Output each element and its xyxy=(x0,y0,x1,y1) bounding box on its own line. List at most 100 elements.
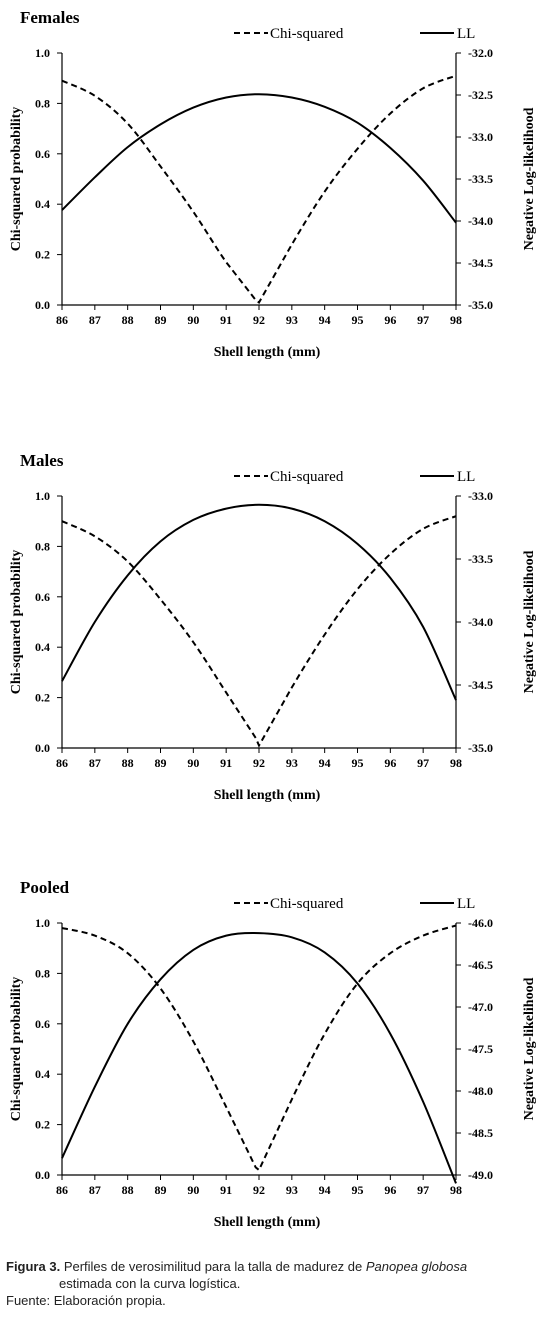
y2-axis-title: Negative Log-likelihood xyxy=(522,977,537,1120)
y-tick-label: 0.2 xyxy=(35,248,50,262)
y2-tick-label: -33.0 xyxy=(468,489,493,503)
x-tick-label: 98 xyxy=(450,313,462,327)
y-tick-label: 0.4 xyxy=(35,197,50,211)
x-tick-label: 95 xyxy=(352,756,364,770)
y-tick-label: 1.0 xyxy=(35,916,50,930)
x-tick-label: 92 xyxy=(253,1183,265,1197)
y2-tick-label: -49.0 xyxy=(468,1168,493,1182)
y-axis-title: Chi-squared probability xyxy=(9,977,24,1122)
y-tick-label: 0.0 xyxy=(35,298,50,312)
y2-tick-label: -34.0 xyxy=(468,214,493,228)
x-tick-label: 87 xyxy=(89,1183,101,1197)
x-tick-label: 92 xyxy=(253,313,265,327)
y2-tick-label: -34.0 xyxy=(468,615,493,629)
x-tick-label: 95 xyxy=(352,1183,364,1197)
y2-axis-title: Negative Log-likelihood xyxy=(522,550,537,693)
legend-label: LL xyxy=(457,469,475,485)
y2-tick-label: -33.5 xyxy=(468,552,493,566)
series-line-ll xyxy=(61,931,457,1184)
y2-tick-label: -32.5 xyxy=(468,88,493,102)
series-line-ll xyxy=(61,503,457,701)
x-tick-label: 86 xyxy=(56,313,68,327)
y2-tick-label: -33.0 xyxy=(468,130,493,144)
caption-text: Perfiles de verosimilitud para la talla … xyxy=(63,1259,363,1274)
y-axis-title: Chi-squared probability xyxy=(9,550,24,695)
x-tick-label: 97 xyxy=(417,1183,429,1197)
y-tick-label: 0.6 xyxy=(35,590,50,604)
figure: Females Chi-squared LL 86 87 88 89 90 91 92 93 94 95… xyxy=(9,8,537,1230)
x-tick-label: 97 xyxy=(417,313,429,327)
legend: Chi-squared LL xyxy=(234,26,475,42)
x-tick-label: 88 xyxy=(122,313,134,327)
y2-tick-label: -33.5 xyxy=(468,172,493,186)
y-tick-label: 0.6 xyxy=(35,1017,50,1031)
series-line-chi-squared xyxy=(61,924,457,1172)
y2-tick-label: -48.0 xyxy=(468,1084,493,1098)
x-tick-label: 91 xyxy=(220,1183,232,1197)
y-tick-label: 1.0 xyxy=(35,489,50,503)
legend-label: Chi-squared xyxy=(270,26,344,42)
figure-caption: Figura 3. Perfiles de verosimilitud para… xyxy=(6,1258,541,1309)
y-tick-label: 0.6 xyxy=(35,147,50,161)
y2-tick-label: -47.0 xyxy=(468,1000,493,1014)
x-tick-label: 95 xyxy=(352,313,364,327)
y2-tick-label: -34.5 xyxy=(468,256,493,270)
y-tick-label: 0.8 xyxy=(35,539,50,553)
chart-panel-males: Males Chi-squared LL 86 87 88 89 90 91 92 93 94 95 96… xyxy=(9,451,537,803)
y2-axis-title: Negative Log-likelihood xyxy=(522,107,537,250)
x-tick-label: 98 xyxy=(450,1183,462,1197)
y-tick-label: 0.2 xyxy=(35,1118,50,1132)
x-tick-label: 93 xyxy=(286,1183,298,1197)
x-tick-label: 86 xyxy=(56,756,68,770)
x-tick-label: 94 xyxy=(319,313,331,327)
x-tick-label: 91 xyxy=(220,313,232,327)
x-axis-title: Shell length (mm) xyxy=(214,1215,321,1230)
chart-title: Pooled xyxy=(20,878,70,897)
chart-title: Males xyxy=(20,451,64,470)
y2-tick-label: -47.5 xyxy=(468,1042,493,1056)
y-axis-title: Chi-squared probability xyxy=(9,107,24,252)
series-line-chi-squared xyxy=(61,74,457,304)
x-tick-label: 96 xyxy=(384,313,396,327)
y2-tick-label: -32.0 xyxy=(468,46,493,60)
x-tick-label: 90 xyxy=(187,313,199,327)
legend-label: LL xyxy=(457,896,475,912)
x-tick-label: 94 xyxy=(319,756,331,770)
x-tick-label: 86 xyxy=(56,1183,68,1197)
legend-label: LL xyxy=(457,26,475,42)
x-tick-label: 88 xyxy=(122,756,134,770)
legend: Chi-squared LL xyxy=(234,469,475,485)
y-tick-label: 0.4 xyxy=(35,1067,50,1081)
y-tick-label: 1.0 xyxy=(35,46,50,60)
caption-species: Panopea globosa xyxy=(365,1259,468,1274)
x-tick-label: 89 xyxy=(155,313,167,327)
y2-tick-label: -48.5 xyxy=(468,1126,493,1140)
x-tick-label: 90 xyxy=(187,1183,199,1197)
y-tick-label: 0.0 xyxy=(35,741,50,755)
x-tick-label: 89 xyxy=(155,1183,167,1197)
y2-tick-label: -35.0 xyxy=(468,298,493,312)
x-tick-label: 96 xyxy=(384,1183,396,1197)
x-tick-label: 92 xyxy=(253,756,265,770)
legend-label: Chi-squared xyxy=(270,469,344,485)
y2-tick-label: -35.0 xyxy=(468,741,493,755)
x-tick-label: 90 xyxy=(187,756,199,770)
caption-text-after: estimada con la curva logística. xyxy=(59,1276,241,1291)
series-line-chi-squared xyxy=(61,515,457,748)
y2-tick-label: -46.5 xyxy=(468,958,493,972)
y-tick-label: 0.2 xyxy=(35,691,50,705)
caption-source: Fuente: Elaboración propia. xyxy=(6,1293,166,1308)
chart-panel-pooled: Pooled Chi-squared LL 86 87 88 89 90 91 92 93 94 95 9… xyxy=(9,878,537,1230)
x-axis-title: Shell length (mm) xyxy=(214,788,321,803)
x-tick-label: 93 xyxy=(286,756,298,770)
y-tick-label: 0.8 xyxy=(35,96,50,110)
caption-label: Figura 3. xyxy=(6,1259,61,1274)
x-tick-label: 91 xyxy=(220,756,232,770)
x-tick-label: 87 xyxy=(89,756,101,770)
y2-tick-label: -46.0 xyxy=(468,916,493,930)
x-tick-label: 98 xyxy=(450,756,462,770)
series-line-ll xyxy=(61,93,457,224)
legend: Chi-squared LL xyxy=(234,896,475,912)
x-tick-label: 96 xyxy=(384,756,396,770)
x-tick-label: 88 xyxy=(122,1183,134,1197)
